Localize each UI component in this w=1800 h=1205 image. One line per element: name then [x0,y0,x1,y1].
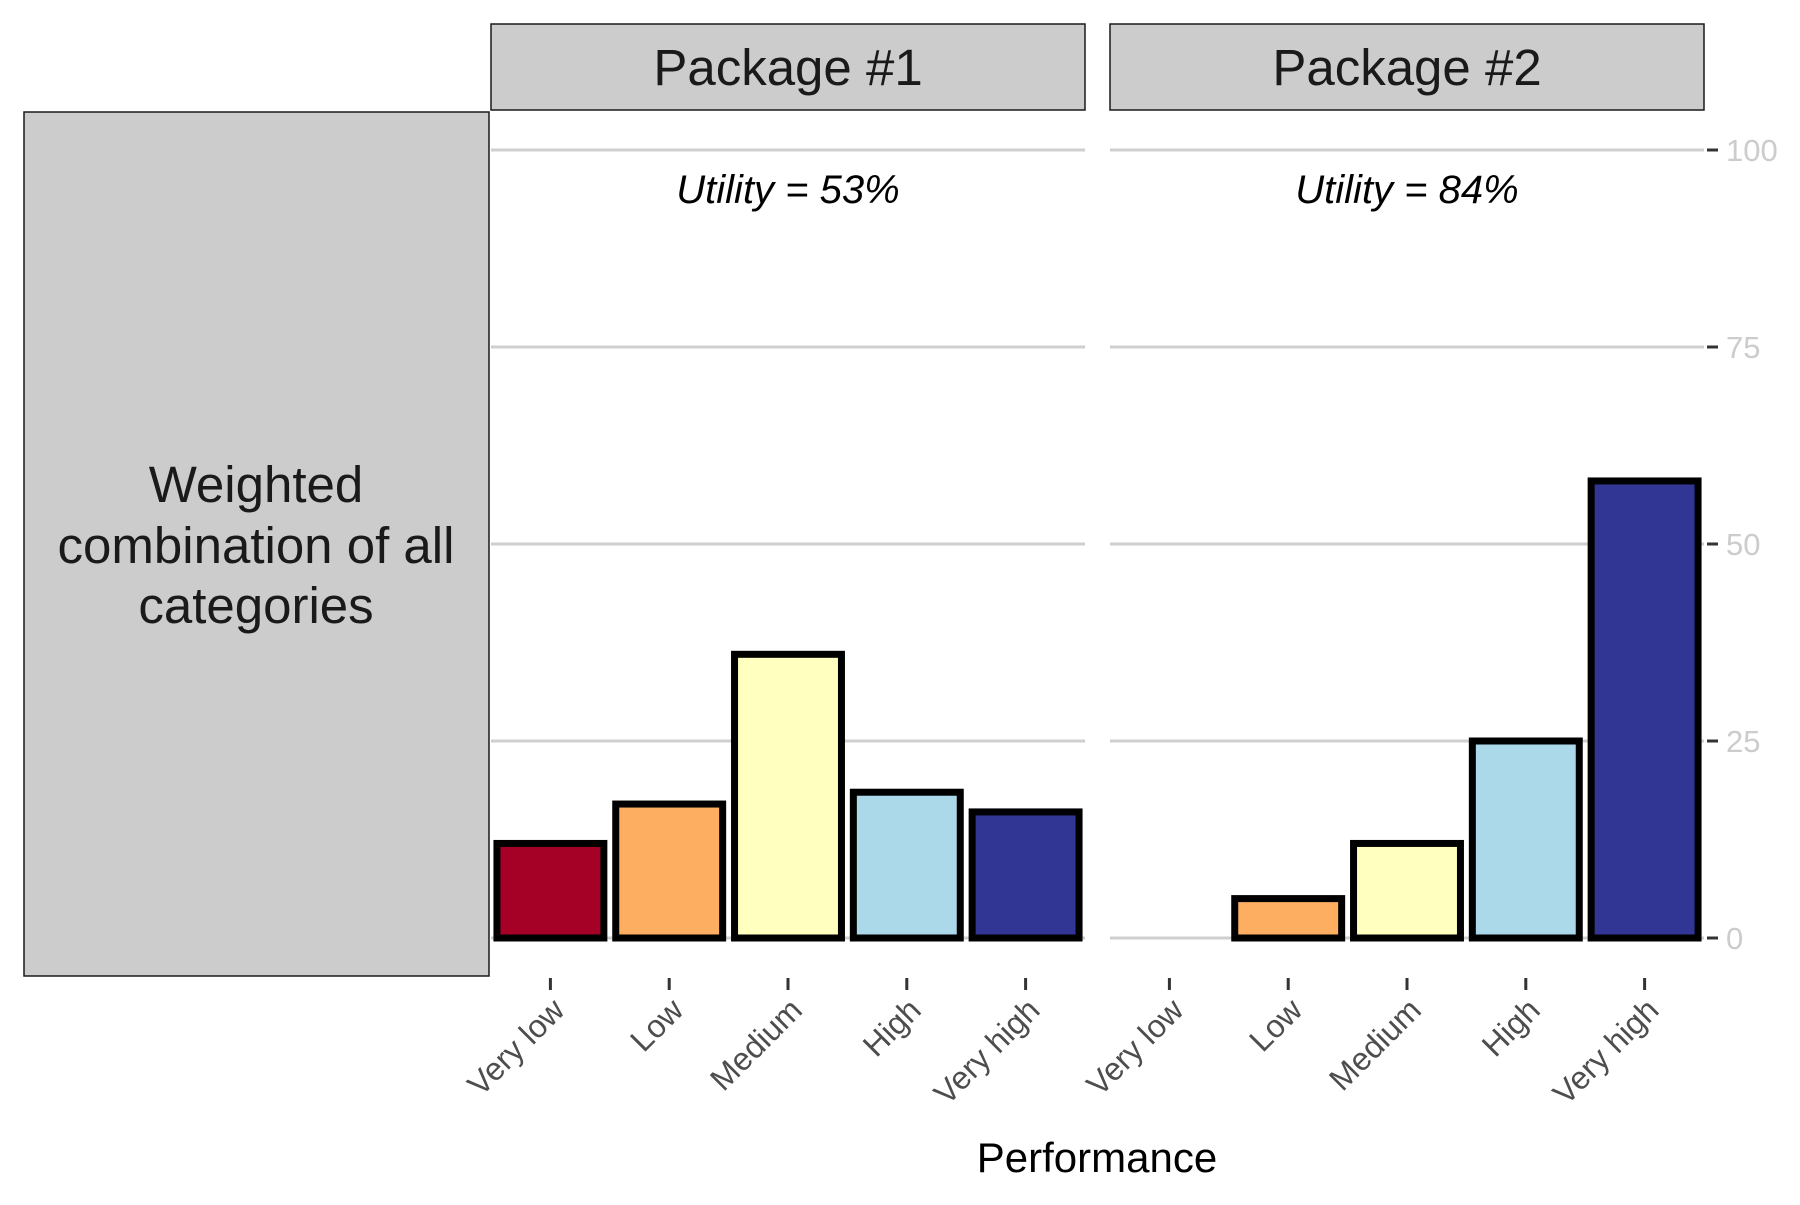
y-tick-label: 75 [1726,330,1760,365]
bar [849,788,964,942]
panel-title: Package #1 [653,39,922,96]
row-strip-line-2: combination of all [58,517,455,574]
bar [493,839,608,942]
x-tick-label: High [856,991,928,1063]
row-strip: Weighted combination of all categories [23,111,490,977]
row-strip-line-3: categories [138,577,373,634]
x-tick-label: Low [1242,991,1310,1059]
panel-strip [490,23,1086,111]
y-tick-label: 100 [1726,133,1778,168]
row-strip-box [23,111,490,977]
utility-annotation: Utility = 53% [676,168,899,212]
x-tick-label: Very high [1546,991,1666,1111]
bar [1587,477,1702,942]
x-tick-label: High [1475,991,1547,1063]
y-tick-label: 50 [1726,527,1760,562]
x-tick-label: Very low [460,991,572,1103]
bar [731,650,845,942]
utility-annotation: Utility = 84% [1295,168,1518,212]
panel-strip [1109,23,1705,111]
x-axis-title: Performance [977,1134,1217,1181]
x-tick-label: Low [623,991,691,1059]
panel-1: Package #1 Utility = 53% Very low Low Medium… [460,23,1086,1111]
x-tick-label: Very high [927,991,1047,1111]
bar [1350,839,1464,942]
y-tick-label: 0 [1726,921,1743,956]
panel-title: Package #2 [1272,39,1541,96]
x-tick-label: Very low [1079,991,1191,1103]
row-strip-line-1: Weighted [149,456,364,513]
y-axis: 0 25 50 75 100 [1707,133,1778,956]
x-tick-label: Medium [1322,991,1428,1097]
panel-2: Package #2 Utility = 84% Very low Low Medium… [1079,23,1705,1111]
bar [1468,737,1583,942]
bar [968,808,1083,942]
x-tick-label: Medium [703,991,809,1097]
y-tick-label: 25 [1726,724,1760,759]
bar [1231,895,1346,942]
bar [612,800,727,942]
